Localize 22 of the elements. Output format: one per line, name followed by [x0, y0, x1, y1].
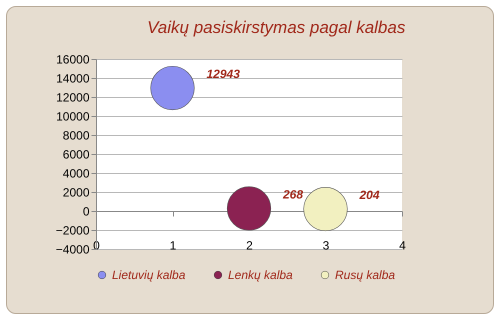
y-tick-label: 8000 — [62, 128, 90, 142]
data-label: 268 — [282, 187, 304, 202]
legend-label: Lenkų kalba — [228, 268, 294, 282]
chart-title: Vaikų pasiskirstymas pagal kalbas — [147, 18, 406, 37]
x-tick-label: 3 — [322, 238, 330, 252]
x-tick-label: 2 — [246, 238, 254, 252]
y-tick-label: −4000 — [56, 242, 90, 256]
y-tick-label: 16000 — [56, 52, 90, 66]
y-tick-label: 2000 — [62, 186, 90, 200]
data-label: 204 — [358, 188, 380, 202]
y-tick-label: −2000 — [56, 224, 90, 238]
legend-label: Lietuvių kalba — [112, 268, 186, 282]
y-tick-label: 6000 — [62, 148, 90, 162]
x-tick-label: 1 — [170, 238, 177, 252]
y-tick-label: 12000 — [56, 90, 90, 104]
y-tick-label: 10000 — [56, 110, 90, 124]
y-tick-label: 0 — [82, 204, 90, 218]
y-tick-label: 14000 — [56, 72, 90, 86]
y-tick-label: 4000 — [62, 166, 90, 180]
x-tick-label: 4 — [399, 238, 406, 252]
data-label: 12943 — [206, 67, 240, 82]
legend-label: Rusų kalba — [335, 268, 396, 282]
